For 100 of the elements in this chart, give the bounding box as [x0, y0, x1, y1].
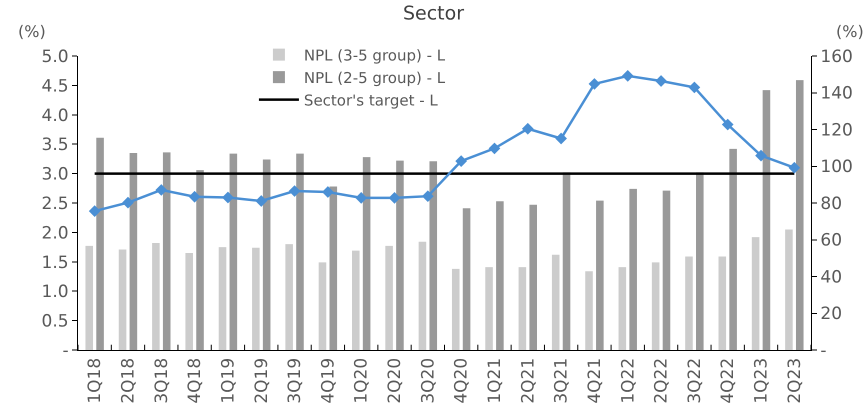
legend-label: Sector's target - L [304, 91, 438, 110]
point [522, 122, 534, 135]
point [455, 155, 468, 167]
bar [385, 246, 393, 350]
point [755, 150, 767, 162]
bar [429, 161, 438, 350]
y2-tick-label: 80 [820, 194, 842, 214]
point [255, 195, 268, 207]
x-tick-label: 2Q23 [784, 358, 805, 404]
bar [652, 262, 660, 350]
y-tick-label: 4.0 [42, 106, 69, 126]
bar [330, 186, 338, 350]
point [388, 192, 400, 204]
x-tick-label: 3Q22 [684, 358, 705, 404]
bar [96, 138, 104, 350]
bar [218, 247, 226, 350]
bar [152, 242, 160, 350]
y-tick-label: 1.0 [42, 282, 69, 302]
bar [352, 250, 360, 350]
y2-tick-label: 60 [820, 230, 842, 251]
y2-tick-label: 120 [820, 120, 853, 140]
legend-label: NPL (3-5 group) - L [304, 46, 446, 64]
y2-tick-label: - [820, 340, 827, 361]
y2-axis-title: (%) [836, 22, 864, 41]
point [188, 190, 200, 203]
bar [785, 229, 793, 350]
x-tick-label: 1Q19 [218, 358, 238, 404]
x-tick-label: 1Q23 [752, 358, 772, 404]
point [222, 192, 234, 204]
y2-tick-label: 20 [820, 304, 842, 324]
x-tick-label: 2Q20 [385, 358, 406, 404]
legend-label: NPL (2-5 group) - L [304, 68, 446, 87]
y-tick-label: 4.5 [42, 76, 69, 96]
bar [718, 256, 726, 350]
x-tick-label: 2Q18 [118, 358, 139, 404]
bar [130, 153, 138, 350]
bar [552, 254, 560, 350]
y-tick-label: 0.5 [42, 312, 69, 332]
bar [196, 170, 204, 350]
bar [629, 188, 637, 350]
y-tick-label: 5.0 [42, 46, 69, 67]
y2-tick-label: 140 [820, 84, 853, 104]
point [322, 186, 334, 198]
y-tick-label: 2.5 [42, 194, 69, 214]
x-tick-label: 4Q18 [185, 358, 206, 404]
bar [462, 208, 470, 350]
y2-tick-label: 160 [820, 46, 853, 67]
y-tick-label: 2.0 [42, 223, 69, 244]
x-tick-label: 4Q20 [452, 358, 472, 404]
bar [396, 160, 404, 350]
bar [596, 200, 604, 350]
bar [185, 252, 193, 350]
bar [362, 157, 370, 350]
bar [318, 262, 326, 350]
bar [662, 190, 670, 350]
x-tick-label: 1Q21 [485, 358, 506, 404]
bar [518, 267, 526, 350]
chart-title: Sector [402, 2, 464, 25]
point [788, 162, 800, 174]
bar [496, 201, 504, 350]
x-tick-label: 4Q22 [718, 358, 738, 404]
point [722, 118, 734, 130]
bar [729, 148, 737, 350]
bar [118, 249, 126, 350]
bar [618, 267, 626, 350]
x-tick-label: 3Q18 [152, 358, 172, 404]
point [155, 184, 168, 196]
y-tick-label: - [62, 340, 69, 361]
point [655, 75, 667, 87]
point [355, 192, 368, 204]
point [555, 132, 567, 144]
x-tick-label: 1Q20 [352, 358, 372, 404]
y-tick-label: 3.5 [42, 135, 69, 156]
bar [252, 248, 260, 350]
point [88, 205, 101, 217]
bar [529, 204, 537, 350]
bar [796, 80, 804, 350]
bar [752, 237, 760, 350]
bar [452, 268, 460, 350]
x-tick-label: 1Q18 [85, 358, 106, 404]
bar [162, 152, 170, 350]
x-tick-label: 2Q22 [652, 358, 672, 404]
point [688, 82, 700, 94]
point [488, 142, 500, 154]
y-tick-label: 3.0 [42, 164, 69, 185]
bar [585, 271, 593, 350]
point [422, 190, 434, 202]
x-tick-label: 3Q19 [285, 358, 306, 404]
bar [285, 244, 293, 350]
y2-tick-label: 40 [820, 267, 842, 288]
bar [418, 242, 426, 350]
x-tick-label: 4Q21 [584, 358, 605, 404]
x-tick-label: 1Q22 [618, 358, 638, 404]
x-tick-label: 3Q20 [418, 358, 438, 404]
bar [562, 172, 570, 350]
bar [485, 267, 493, 350]
y-tick-label: 1.5 [42, 252, 69, 273]
point [588, 78, 600, 90]
x-tick-label: 4Q19 [318, 358, 338, 404]
point [622, 70, 634, 82]
